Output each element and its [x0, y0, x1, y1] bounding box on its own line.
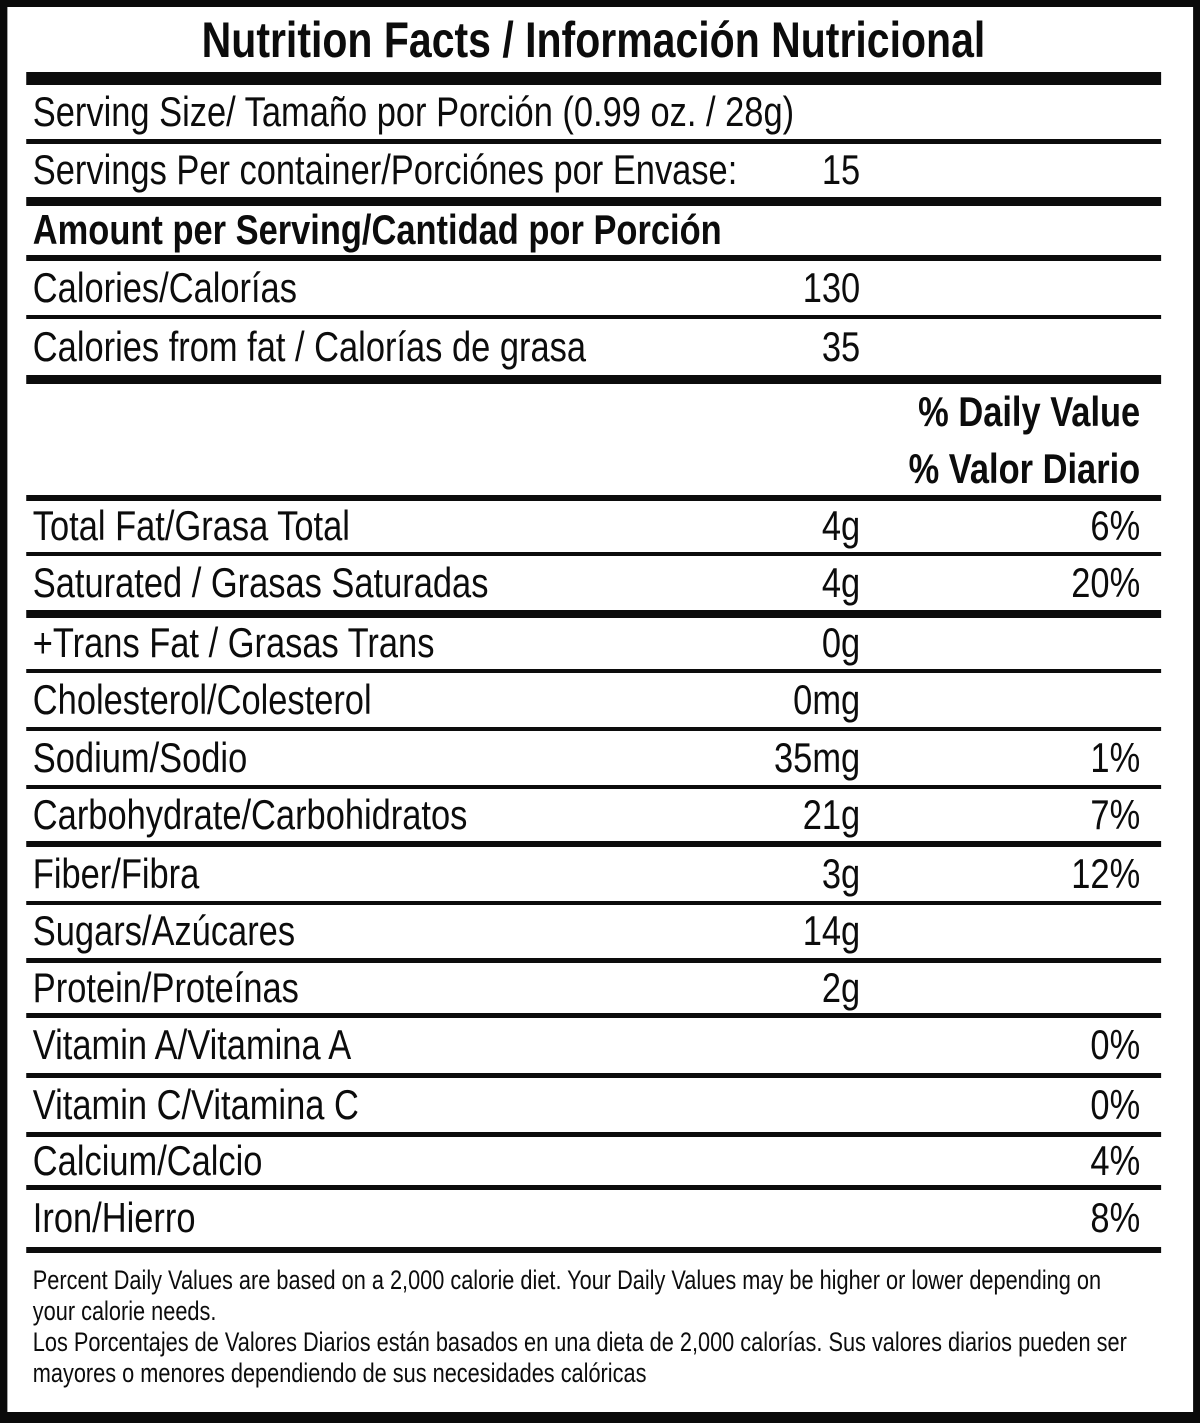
nutrient-amount: 35mg [774, 733, 861, 781]
nutrient-label: Vitamin A/Vitamina A [32, 1021, 352, 1069]
nutrient-row-calcium: Calcium/Calcio 4% [26, 1136, 1161, 1190]
nutrient-row-carbohydrate: Carbohydrate/Carbohidratos 21g 7% [26, 789, 1161, 847]
label-title: Nutrition Facts / Información Nutriciona… [26, 7, 1161, 85]
nutrient-percent: 4% [1090, 1136, 1141, 1184]
nutrient-label: Cholesterol/Colesterol [32, 675, 372, 723]
nutrient-amount: 2g [821, 963, 861, 1011]
nutrient-label: Protein/Proteínas [32, 963, 299, 1011]
nutrient-row-sugars: Sugars/Azúcares 14g [26, 905, 1161, 963]
calories-label: Calories/Calorías [32, 263, 297, 311]
calories-from-fat-row: Calories from fat / Calorías de grasa 35 [26, 319, 1161, 384]
daily-value-header-en: % Daily Value [918, 387, 1141, 435]
nutrient-label: Fiber/Fibra [32, 849, 200, 897]
nutrient-label: Sugars/Azúcares [32, 907, 296, 955]
serving-size-text: Serving Size/ Tamaño por Porción (0.99 o… [32, 87, 795, 135]
servings-per-container-label: Servings Per container/Porciónes por Env… [32, 146, 738, 194]
calories-row: Calories/Calorías 130 [26, 261, 1161, 319]
nutrient-percent: 7% [1090, 790, 1141, 838]
nutrient-row-cholesterol: Cholesterol/Colesterol 0mg [26, 673, 1161, 731]
amount-per-serving-header: Amount per Serving/Cantidad por Porción [26, 206, 1161, 261]
serving-size-row: Serving Size/ Tamaño por Porción (0.99 o… [26, 85, 1161, 144]
footnote-english: Percent Daily Values are based on a 2,00… [32, 1265, 1102, 1326]
label-content: Nutrition Facts / Información Nutriciona… [26, 7, 1161, 1412]
nutrient-amount: 4g [821, 558, 861, 606]
nutrient-amount: 0mg [793, 675, 861, 723]
nutrient-amount: 14g [802, 907, 861, 955]
nutrient-row-saturated-fat: Saturated / Grasas Saturadas 4g 20% [26, 556, 1161, 618]
nutrient-label: Iron/Hierro [32, 1194, 196, 1242]
nutrient-row-sodium: Sodium/Sodio 35mg 1% [26, 731, 1161, 789]
nutrient-amount: 21g [802, 790, 861, 838]
nutrient-percent: 20% [1071, 558, 1141, 606]
nutrient-row-vitamin-c: Vitamin C/Vitamina C 0% [26, 1078, 1161, 1137]
servings-per-container-value: 15 [821, 146, 861, 194]
nutrient-amount: 0g [821, 619, 861, 667]
footnote-spanish: Los Porcentajes de Valores Diarios están… [32, 1327, 1127, 1388]
nutrient-label: Vitamin C/Vitamina C [32, 1080, 359, 1128]
nutrient-amount: 3g [821, 849, 861, 897]
nutrient-label: Saturated / Grasas Saturadas [32, 558, 489, 606]
footnote: Percent Daily Values are based on a 2,00… [26, 1253, 1160, 1412]
nutrient-row-fiber: Fiber/Fibra 3g 12% [26, 847, 1161, 905]
nutrient-row-total-fat: Total Fat/Grasa Total 4g 6% [26, 501, 1161, 556]
nutrient-percent: 12% [1071, 849, 1141, 897]
nutrient-row-vitamin-a: Vitamin A/Vitamina A 0% [26, 1018, 1161, 1078]
nutrient-label: +Trans Fat / Grasas Trans [32, 619, 435, 667]
nutrient-label: Total Fat/Grasa Total [32, 502, 350, 550]
nutrient-percent: 0% [1090, 1021, 1141, 1069]
nutrient-label: Calcium/Calcio [32, 1136, 263, 1184]
nutrient-percent: 8% [1090, 1194, 1141, 1242]
calories-from-fat-value: 35 [821, 322, 861, 370]
nutrient-percent: 6% [1090, 502, 1141, 550]
daily-value-header: % Daily Value % Valor Diario [26, 384, 1161, 501]
nutrient-percent: 1% [1090, 733, 1141, 781]
nutrient-row-iron: Iron/Hierro 8% [26, 1190, 1161, 1253]
nutrient-amount: 4g [821, 502, 861, 550]
nutrient-label: Sodium/Sodio [32, 733, 248, 781]
nutrient-row-trans-fat: +Trans Fat / Grasas Trans 0g [26, 618, 1161, 673]
calories-from-fat-label: Calories from fat / Calorías de grasa [32, 322, 586, 370]
calories-value: 130 [802, 263, 861, 311]
daily-value-header-es: % Valor Diario [908, 444, 1141, 492]
servings-per-container-row: Servings Per container/Porciónes por Env… [26, 144, 1161, 206]
nutrient-label: Carbohydrate/Carbohidratos [32, 790, 468, 838]
nutrient-row-protein: Protein/Proteínas 2g [26, 963, 1161, 1018]
amount-per-serving-text: Amount per Serving/Cantidad por Porción [32, 206, 722, 254]
nutrient-percent: 0% [1090, 1080, 1141, 1128]
